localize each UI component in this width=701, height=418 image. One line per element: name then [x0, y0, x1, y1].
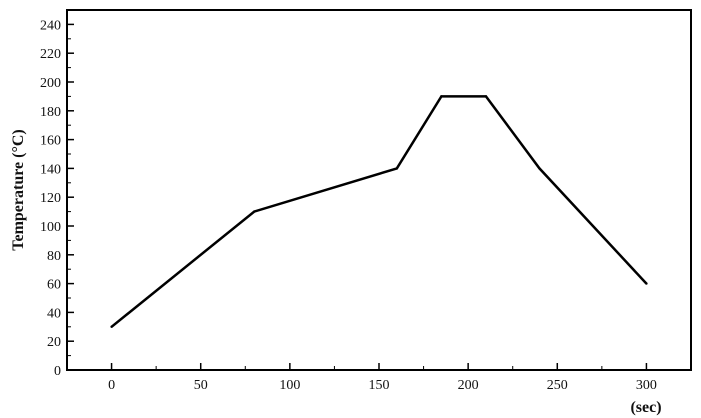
- data-point: [440, 95, 443, 98]
- y-tick-label: 240: [40, 18, 61, 33]
- data-point: [645, 282, 648, 285]
- x-tick-label: 50: [194, 378, 208, 393]
- data-point: [484, 95, 488, 98]
- data-point: [110, 325, 113, 328]
- y-axis-title: Temperature (°C): [10, 129, 27, 250]
- y-tick-label: 40: [47, 306, 61, 321]
- x-tick-label: 200: [458, 378, 479, 393]
- y-tick-label: 140: [40, 162, 61, 177]
- y-tick-label: 0: [54, 364, 61, 379]
- y-axis-ticks: 0 20 40 60 80 100 120 140 160 180 200 220 240: [40, 18, 74, 379]
- x-axis-title: (sec): [630, 399, 661, 416]
- y-tick-label: 100: [40, 220, 61, 235]
- series-layer: [110, 95, 648, 328]
- y-tick-label: 200: [40, 76, 61, 91]
- x-tick-label: 0: [108, 378, 115, 393]
- x-tick-label: 100: [279, 378, 300, 393]
- x-axis-ticks: 0 50 100 150 200 250 300: [108, 363, 657, 393]
- x-tick-label: 250: [547, 378, 568, 393]
- y-tick-label: 20: [47, 335, 61, 350]
- y-tick-label: 80: [47, 249, 61, 264]
- x-tick-label: 150: [369, 378, 390, 393]
- y-tick-label: 160: [40, 134, 61, 149]
- data-point: [253, 210, 256, 213]
- plot-frame: [66, 9, 692, 371]
- x-tick-label: 300: [636, 378, 657, 393]
- y-tick-label: 220: [40, 47, 61, 62]
- series-line: [110, 95, 648, 328]
- data-point: [538, 167, 541, 170]
- y-tick-label: 180: [40, 105, 61, 120]
- y-tick-label: 120: [40, 191, 61, 206]
- y-tick-label: 60: [47, 278, 61, 293]
- data-point: [395, 167, 399, 170]
